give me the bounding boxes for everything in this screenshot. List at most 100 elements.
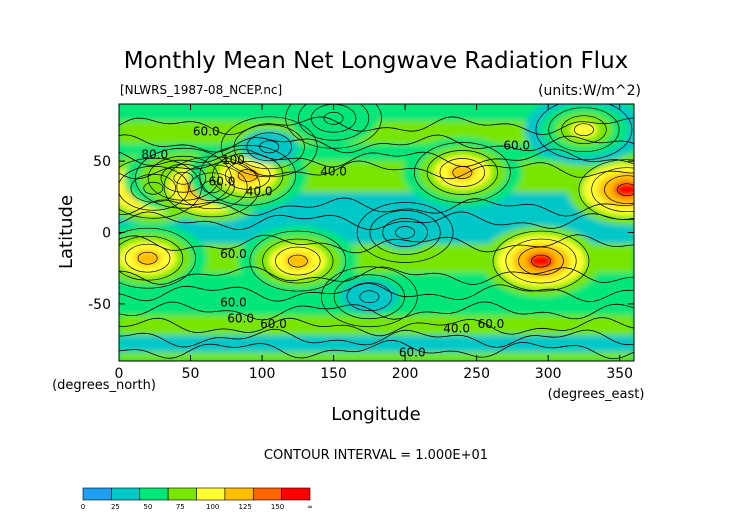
contour-ring [285,104,382,149]
contour-ring [124,243,171,273]
colorbar-swatch [252,487,282,501]
x-tick-label: 50 [182,366,200,382]
contour-ring [346,282,393,312]
contour-line [119,283,634,303]
field-band [119,352,634,361]
contour-layer [119,104,634,360]
colorbar-tick-label: 0 [81,503,85,511]
contour-ring [298,104,370,141]
contour-ring [535,104,633,161]
contour-ring [259,140,280,154]
contour-ring [395,226,416,239]
y-unit-label: (degrees_north) [52,378,156,393]
contour-ring [413,142,511,203]
x-tick-label: 350 [606,366,633,382]
contour-ring [119,157,202,219]
contour-ring [130,173,177,203]
colorbar: 0 25 50 75 100 125 150 ∞ [81,487,313,511]
contour-label: 40.0 [246,184,273,198]
contour-ring [531,254,551,268]
contour-line [119,301,634,321]
contour-ring [505,238,577,284]
chart-units-label: (units:W/m^2) [538,83,641,99]
contour-ring [119,227,196,289]
contour-label: 60.0 [220,296,247,310]
contour-ring [573,123,594,137]
contour-line [119,328,634,348]
contour-label: 40.0 [443,321,470,335]
contour-ring [356,202,454,263]
contour-ring [616,183,634,197]
contour-ring [452,166,473,179]
contour-ring [275,246,321,276]
contour-ring [333,274,405,320]
contour-line [119,134,634,154]
colorbar-swatch [82,487,112,501]
contour-label: 60.0 [503,139,530,153]
contour-ring [518,246,564,276]
contour-ring [246,132,292,162]
x-tick-label: 200 [392,366,419,382]
contour-ring [137,251,158,265]
x-axis: 0 50 100 150 200 250 300 350 [115,104,633,382]
contour-ring [262,238,334,284]
contour-ring [202,180,222,194]
y-tick-label: 50 [93,154,111,170]
x-unit-label: (degrees_east) [548,387,645,402]
x-tick-label: 0 [115,366,124,382]
contour-ring [320,266,418,328]
contour-label: 60.0 [399,346,426,360]
contour-line [119,317,634,337]
contour-ring [176,164,248,210]
field-layer [119,104,634,361]
contour-ring [119,235,184,281]
field-blur-group [119,104,634,361]
x-tick-label: 100 [249,366,276,382]
contour-ring [426,150,498,195]
colorbar-tick-label: 100 [206,503,219,511]
chart-file-label: [NLWRS_1987-08_NCEP.nc] [120,83,282,97]
contour-ring [225,161,271,190]
contour-ring [561,115,607,145]
field-cell [613,181,634,198]
x-tick-label: 150 [320,366,347,382]
contour-ring [160,163,207,193]
y-axis-title: Latitude [56,195,77,269]
contour-line [119,211,634,231]
contour-ring [382,218,428,247]
contour-line [119,339,634,360]
colorbar-tick-label: ∞ [307,503,313,511]
contour-label: 60.0 [478,317,505,331]
colorbar-tick-label: 125 [238,503,251,511]
y-tick-label: 0 [102,226,111,242]
colorbar-swatch [111,487,141,501]
contour-line [119,116,634,136]
colorbar-tick-label: 25 [111,503,120,511]
contour-ring [439,158,486,187]
colorbar-tick-label: 150 [271,503,284,511]
contour-interval-label: CONTOUR INTERVAL = 1.000E+01 [264,448,488,463]
y-axis: -50 0 50 [88,154,634,313]
contour-label: 100 [222,153,245,167]
contour-label: 80.0 [141,147,168,161]
contour-ring [359,290,380,304]
x-tick-label: 300 [535,366,562,382]
chart-title: Monthly Mean Net Longwave Radiation Flux [124,48,629,74]
contour-line [119,160,634,180]
contour-label: 60.0 [227,311,254,325]
colorbar-swatch [224,487,254,501]
contour-label: 60.0 [260,317,287,331]
contour-ring [591,167,634,213]
y-tick-label: -50 [88,297,111,313]
contour-line [119,266,634,286]
contour-ring [578,159,634,221]
x-axis-title: Longitude [331,404,421,425]
contour-ring [135,147,232,209]
contour-label: 40.0 [320,164,347,178]
contour-ring [173,171,194,185]
colorbar-swatch [139,487,169,501]
contour-ring [323,111,344,125]
contour-ring [369,210,441,255]
colorbar-swatch [196,487,226,501]
